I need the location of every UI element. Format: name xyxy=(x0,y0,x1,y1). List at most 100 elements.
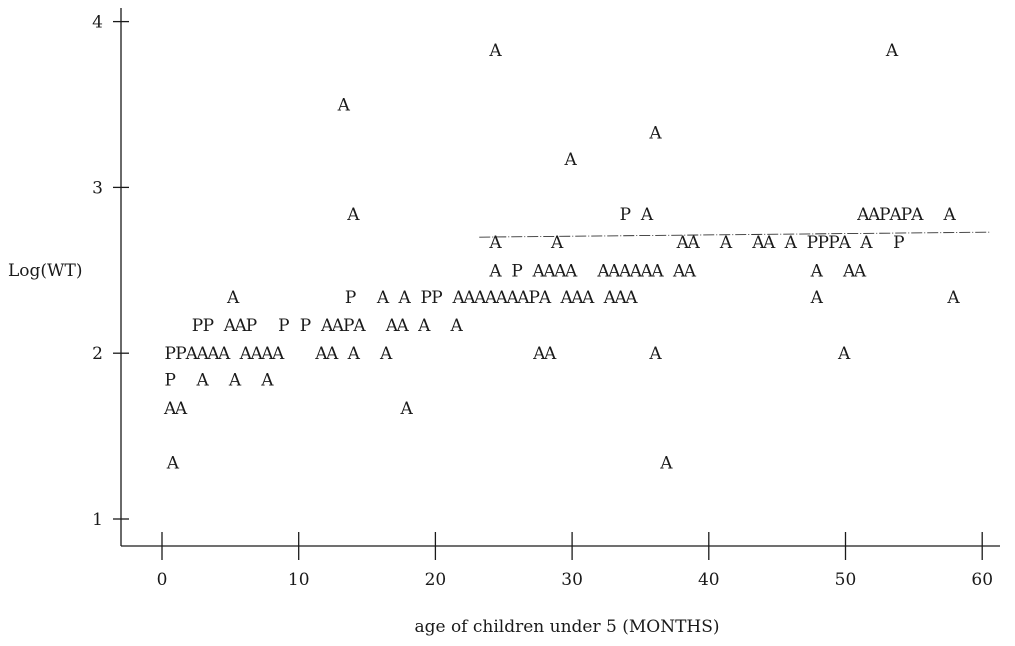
x-tick-label: 10 xyxy=(288,570,310,590)
point-a: A xyxy=(325,344,339,364)
point-a: A xyxy=(564,261,578,281)
point-a: A xyxy=(488,261,502,281)
point-a: A xyxy=(346,205,360,225)
point-a: A xyxy=(564,150,578,170)
point-a: A xyxy=(607,261,621,281)
point-p: P xyxy=(893,233,904,253)
point-a: A xyxy=(450,316,464,336)
point-a: A xyxy=(683,261,697,281)
point-p: P xyxy=(192,316,203,336)
point-a: A xyxy=(889,205,903,225)
point-a: A xyxy=(810,288,824,308)
point-a: A xyxy=(842,261,856,281)
point-a: A xyxy=(473,288,487,308)
y-axis-title: Log(WT) xyxy=(8,261,82,281)
axis-ticks: 0 10 20 30 40 50 60 1 2 3 4 xyxy=(92,13,993,590)
point-a: A xyxy=(320,316,334,336)
point-a: A xyxy=(400,399,414,419)
x-tick-label: 40 xyxy=(698,570,720,590)
x-tick-label: 50 xyxy=(835,570,857,590)
point-a: A xyxy=(650,261,664,281)
point-a: A xyxy=(163,399,177,419)
point-a: A xyxy=(226,288,240,308)
point-a: A xyxy=(867,205,881,225)
y-tick-label: 1 xyxy=(92,510,103,530)
point-a: A xyxy=(488,233,502,253)
x-tick-label: 20 xyxy=(425,570,447,590)
x-tick-label: 30 xyxy=(561,570,583,590)
point-a: A xyxy=(624,288,638,308)
y-tick-label: 3 xyxy=(92,178,103,198)
point-a: A xyxy=(676,233,690,253)
y-tick-label: 4 xyxy=(92,13,103,33)
point-a: A xyxy=(686,233,700,253)
point-p: P xyxy=(164,344,175,364)
point-a: A xyxy=(385,316,399,336)
point-a: A xyxy=(185,344,199,364)
point-a: A xyxy=(166,454,180,474)
point-a: A xyxy=(570,288,584,308)
point-a: A xyxy=(648,344,662,364)
point-a: A xyxy=(648,124,662,144)
y-tick-label: 2 xyxy=(92,344,103,364)
point-a: A xyxy=(553,261,567,281)
point-a: A xyxy=(559,288,573,308)
point-a: A xyxy=(629,261,643,281)
point-a: A xyxy=(542,261,556,281)
point-p: P xyxy=(528,288,539,308)
point-p: P xyxy=(203,316,214,336)
point-a: A xyxy=(260,344,274,364)
point-a: A xyxy=(505,288,519,308)
point-p: P xyxy=(164,371,175,391)
point-a: A xyxy=(451,288,465,308)
point-p: P xyxy=(175,344,186,364)
point-a: A xyxy=(810,261,824,281)
point-a: A xyxy=(417,316,431,336)
point-a: A xyxy=(550,233,564,253)
point-a: A xyxy=(672,261,686,281)
point-a: A xyxy=(532,261,546,281)
point-a: A xyxy=(397,288,411,308)
point-a: A xyxy=(543,344,557,364)
point-a: A xyxy=(946,288,960,308)
point-a: A xyxy=(719,233,733,253)
point-a: A xyxy=(910,205,924,225)
point-a: A xyxy=(195,371,209,391)
point-p: P xyxy=(879,205,890,225)
x-tick-label: 0 xyxy=(157,570,168,590)
reference-line xyxy=(479,231,991,238)
x-axis-title: age of children under 5 (MONTHS) xyxy=(414,617,719,637)
point-a: A xyxy=(837,344,851,364)
point-a: A xyxy=(462,288,476,308)
point-p: P xyxy=(901,205,912,225)
point-a: A xyxy=(347,344,361,364)
point-a: A xyxy=(337,96,351,116)
point-p: P xyxy=(246,316,257,336)
point-a: A xyxy=(596,261,610,281)
point-p: P xyxy=(828,233,839,253)
point-p: P xyxy=(343,316,354,336)
point-a: A xyxy=(228,371,242,391)
axes xyxy=(120,8,1000,547)
point-a: A xyxy=(603,288,617,308)
point-a: A xyxy=(331,316,345,336)
point-a: A xyxy=(659,454,673,474)
point-a: A xyxy=(174,399,188,419)
point-a: A xyxy=(396,316,410,336)
point-a: A xyxy=(618,261,632,281)
point-p: P xyxy=(278,316,289,336)
point-a: A xyxy=(640,261,654,281)
point-a: A xyxy=(352,316,366,336)
point-a: A xyxy=(195,344,209,364)
point-p: P xyxy=(420,288,431,308)
point-a: A xyxy=(581,288,595,308)
point-a: A xyxy=(234,316,248,336)
point-a: A xyxy=(853,261,867,281)
point-a: A xyxy=(376,288,390,308)
point-a: A xyxy=(249,344,263,364)
point-p: P xyxy=(620,205,631,225)
point-p: P xyxy=(807,233,818,253)
point-a: A xyxy=(943,205,957,225)
point-a: A xyxy=(538,288,552,308)
